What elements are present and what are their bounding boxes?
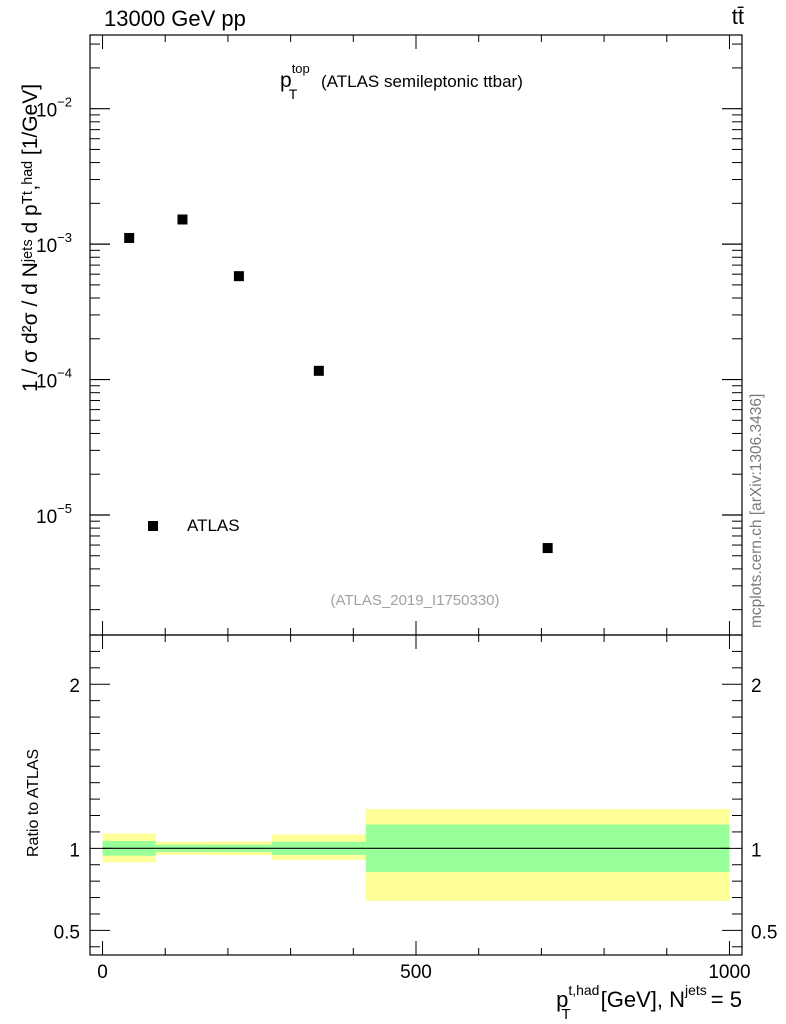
- data-point: [233, 271, 244, 282]
- x-tick-label: 500: [400, 962, 432, 983]
- legend-entry-atlas: ATLAS: [187, 516, 240, 535]
- y-tick-label: 10−3: [36, 230, 72, 257]
- plot-title: ptop T: [280, 61, 310, 102]
- data-point: [313, 365, 324, 376]
- main-major-ticks: 10−5 10−4 10−3 10−2: [36, 35, 742, 635]
- y-tick-label: 10−2: [36, 95, 72, 122]
- ratio-bands: [102, 808, 730, 901]
- energy-label: 13000 GeV pp: [104, 6, 246, 31]
- legend-marker: [148, 521, 158, 531]
- ratio-tick-label-left: 1: [69, 840, 80, 861]
- y-tick-label: 10−4: [36, 366, 72, 393]
- plot-subtitle: (ATLAS semileptonic ttbar): [321, 72, 523, 91]
- ratio-tick-label-left: 2: [69, 676, 80, 697]
- y-tick-label: 10−5: [36, 501, 72, 528]
- process-label: tt̄: [731, 4, 744, 29]
- x-ticks: 0 500 1000: [97, 635, 751, 983]
- data-point: [124, 232, 135, 243]
- ratio-tick-label-left: 0.5: [54, 922, 80, 943]
- x-axis-label: pt,had T[GeV], Njets = 5: [556, 982, 742, 1023]
- main-y-axis-label: 1 / σ d²σ / d Nʲᵉᵗˢ d pᵀᵗ,ʰᵃᵈ [1/GeV]: [19, 84, 42, 392]
- ratio-panel-frame: [89, 634, 743, 956]
- data-point: [177, 214, 188, 225]
- ratio-y-axis-label: Ratio to ATLAS: [25, 749, 42, 857]
- x-tick-label: 1000: [708, 962, 750, 983]
- ratio-tick-label-right: 2: [751, 676, 762, 697]
- x-tick-label: 0: [97, 962, 108, 983]
- ratio-tick-label-right: 0.5: [751, 922, 777, 943]
- main-minor-ticks: [90, 43, 742, 611]
- data-point: [542, 543, 553, 554]
- data-points: [124, 214, 553, 554]
- analysis-id: (ATLAS_2019_I1750330): [330, 592, 499, 609]
- ratio-ticks: 0.5 0.5 1 1 2 2: [54, 650, 777, 948]
- ratio-tick-label-right: 1: [751, 840, 762, 861]
- main-panel-frame: [89, 34, 743, 636]
